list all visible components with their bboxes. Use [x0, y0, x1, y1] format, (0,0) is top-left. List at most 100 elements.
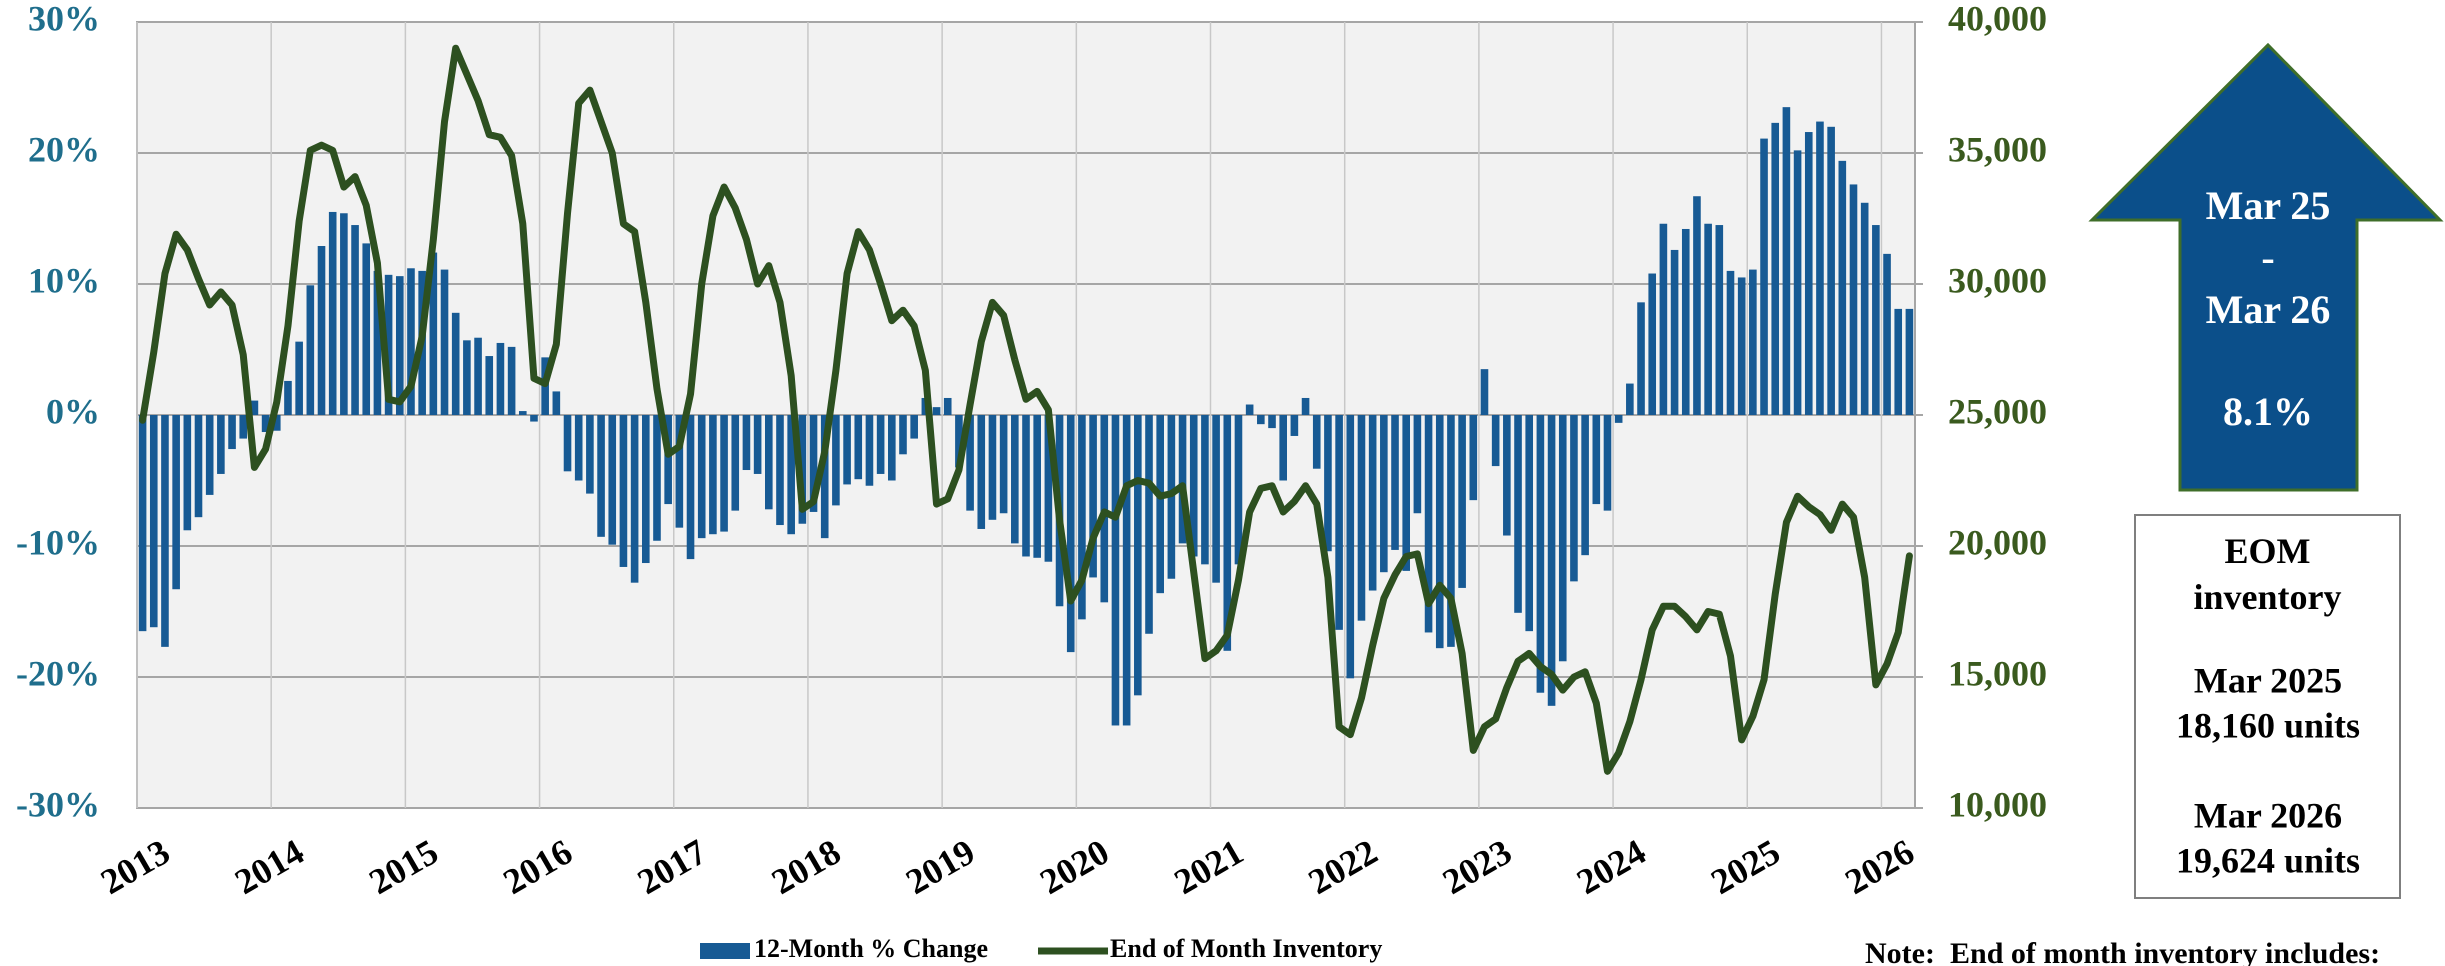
- bar: [1603, 415, 1612, 511]
- bar: [731, 415, 740, 511]
- bar: [619, 415, 628, 567]
- bar: [720, 415, 728, 532]
- bar: [1078, 415, 1086, 620]
- bar: [183, 415, 192, 531]
- bar: [910, 415, 918, 439]
- bar: [1860, 202, 1869, 415]
- bar: [351, 225, 359, 415]
- bar: [429, 252, 438, 415]
- bar: [362, 243, 371, 415]
- bar: [1134, 415, 1142, 696]
- bar: [843, 415, 851, 485]
- bar: [507, 346, 516, 415]
- y2-tick-label: 30,000: [1948, 260, 2047, 300]
- x-tick-label: 2014: [228, 831, 310, 902]
- summary-label: Mar 2025: [2194, 660, 2342, 700]
- bar: [1648, 273, 1657, 415]
- bar: [988, 415, 997, 520]
- bar: [1827, 126, 1835, 416]
- bar: [1312, 415, 1321, 469]
- bar: [1883, 253, 1891, 415]
- bar: [608, 415, 617, 545]
- bar: [228, 415, 236, 450]
- bar: [1357, 415, 1366, 621]
- bar: [1435, 415, 1444, 649]
- bar: [820, 415, 829, 539]
- bar: [709, 415, 717, 535]
- bar: [1872, 225, 1880, 415]
- bar: [261, 415, 270, 433]
- bar: [1145, 415, 1153, 634]
- bar: [161, 415, 169, 647]
- bar: [1626, 383, 1634, 415]
- bar: [440, 269, 449, 415]
- bar: [295, 341, 303, 415]
- bar: [586, 415, 594, 494]
- bar: [1592, 415, 1601, 505]
- bar: [1245, 404, 1254, 415]
- arrow-change: 8.1%: [2223, 389, 2313, 434]
- bar: [1033, 415, 1041, 558]
- bar: [563, 415, 572, 472]
- bar: [1570, 415, 1578, 582]
- bar: [1547, 415, 1556, 706]
- bar: [474, 337, 482, 415]
- bar: [1212, 415, 1220, 583]
- bar: [1491, 415, 1500, 467]
- bar: [832, 415, 840, 506]
- bar: [1469, 415, 1478, 501]
- legend-label: End of Month Inventory: [1110, 934, 1382, 963]
- bar: [1447, 415, 1455, 647]
- bar: [530, 415, 538, 422]
- y2-tick-label: 35,000: [1948, 129, 2047, 169]
- bar: [787, 415, 795, 535]
- y2-tick-label: 25,000: [1948, 391, 2047, 431]
- bar: [1704, 223, 1712, 415]
- bar: [1894, 308, 1903, 415]
- bar: [1525, 415, 1534, 632]
- bar: [496, 342, 505, 415]
- bar: [1581, 415, 1589, 556]
- x-tick-label: 2023: [1436, 831, 1518, 902]
- note-label: Note:: [1865, 937, 1935, 966]
- bar: [597, 415, 605, 537]
- x-tick-label: 2026: [1838, 831, 1920, 902]
- line: [139, 44, 1913, 775]
- y2-tick-label: 40,000: [1948, 0, 2047, 38]
- bar: [317, 246, 326, 415]
- bar: [943, 397, 952, 415]
- bar: [1391, 415, 1399, 550]
- arrow-end: Mar 26: [2206, 287, 2331, 332]
- bar: [888, 415, 896, 481]
- x-tick-label: 2019: [899, 831, 981, 902]
- bar: [641, 415, 650, 564]
- bar: [1424, 415, 1433, 633]
- x-tick-label: 2018: [765, 831, 847, 902]
- bar: [1011, 415, 1019, 544]
- y-tick-label: -30%: [16, 784, 100, 824]
- bar: [1324, 415, 1332, 552]
- bar: [1693, 196, 1701, 415]
- bar: [1380, 415, 1388, 573]
- bar: [1290, 415, 1299, 436]
- bar: [1558, 415, 1567, 662]
- bar: [1458, 415, 1466, 588]
- summary-title: EOM inventory: [2193, 531, 2342, 617]
- bar: [552, 391, 561, 415]
- bar: [1413, 415, 1422, 514]
- bar: [1659, 223, 1668, 415]
- bar: [1301, 397, 1310, 415]
- bar: [1804, 132, 1813, 416]
- x-tick-label: 2013: [94, 831, 176, 902]
- y-tick-label: -10%: [16, 522, 100, 562]
- bar: [1782, 107, 1791, 416]
- bar: [1022, 415, 1030, 557]
- bar: [865, 415, 874, 486]
- x-tick-label: 2017: [631, 831, 713, 902]
- legend-label: 12-Month % Change: [754, 934, 988, 963]
- y-tick-label: 20%: [28, 129, 100, 169]
- bar: [1737, 277, 1746, 415]
- change-arrow: [2088, 42, 2444, 492]
- y-tick-label: 30%: [28, 0, 100, 38]
